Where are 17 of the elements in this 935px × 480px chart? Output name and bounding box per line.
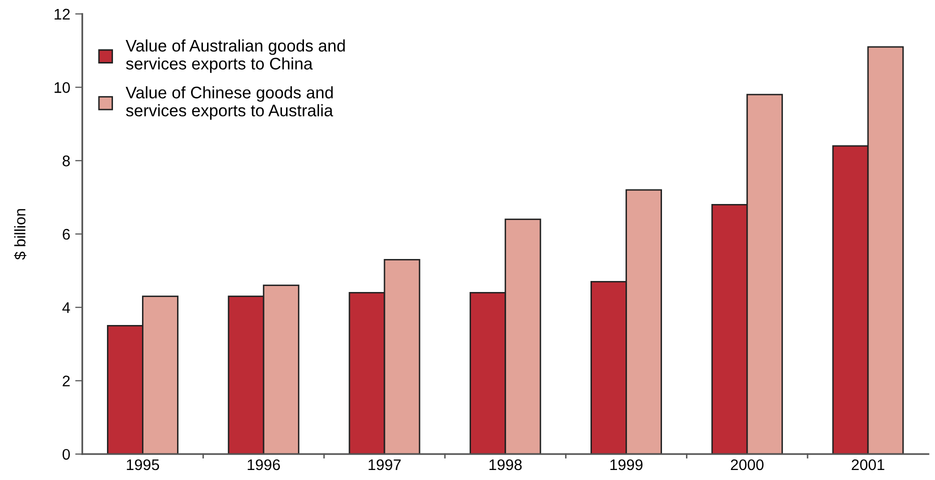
x-tick-label: 1996	[248, 459, 280, 470]
y-tick-label: 10	[54, 82, 70, 93]
y-tick-label: 6	[62, 228, 70, 240]
y-tick-label: 12	[54, 8, 70, 20]
x-tick-label: 1998	[490, 459, 522, 470]
x-tick-label: 1997	[368, 459, 401, 470]
legend-label: Value of Chinese goods and services exports to Australia	[126, 86, 334, 120]
legend-label: Value of Australian goods and services exports to China	[126, 39, 345, 73]
y-tick-label: 2	[62, 376, 70, 386]
y-tick-label: 0	[62, 448, 70, 460]
y-axis-title: $ billion	[14, 209, 26, 260]
y-tick-label: 8	[62, 156, 70, 166]
y-tick-label: 4	[62, 302, 70, 313]
x-tick-label: 2001	[852, 459, 884, 470]
x-tick-label: 1999	[610, 459, 643, 470]
x-tick-label: 1995	[126, 459, 160, 470]
x-tick-label: 2000	[730, 459, 764, 470]
